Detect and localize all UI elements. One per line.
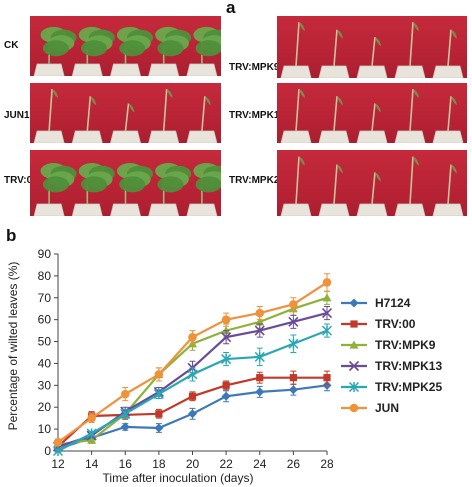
data-point bbox=[256, 374, 264, 382]
x-tick-label: 18 bbox=[152, 457, 166, 471]
photo-label-ck: CK bbox=[4, 40, 19, 51]
data-point bbox=[221, 315, 231, 324]
legend-label: TRV:MPK25 bbox=[375, 380, 442, 394]
legend-item: JUN bbox=[341, 401, 399, 415]
data-point bbox=[52, 445, 64, 457]
legend-label: JUN bbox=[375, 401, 399, 415]
photo-trv-mpk25 bbox=[277, 150, 467, 216]
data-point bbox=[221, 332, 232, 343]
y-tick-label: 90 bbox=[38, 247, 52, 261]
legend-label: TRV:MPK13 bbox=[375, 359, 442, 373]
data-point bbox=[222, 381, 230, 389]
data-point bbox=[322, 380, 332, 390]
data-point bbox=[154, 423, 164, 433]
data-point bbox=[188, 409, 197, 419]
photo-ck bbox=[30, 16, 221, 76]
data-point bbox=[120, 389, 130, 399]
data-point bbox=[155, 410, 163, 418]
y-tick-label: 60 bbox=[38, 313, 52, 327]
photo-trv00 bbox=[30, 150, 221, 216]
photo-label-trv-mpk25: TRV:MPK25 bbox=[229, 175, 285, 186]
photo-label-trv00: TRV:00 bbox=[4, 175, 38, 186]
panel-a-letter: a bbox=[226, 0, 236, 17]
y-tick-label: 80 bbox=[38, 269, 52, 283]
data-point bbox=[288, 316, 299, 327]
y-tick-label: 30 bbox=[38, 378, 52, 392]
y-tick-label: 70 bbox=[38, 291, 52, 305]
data-point bbox=[153, 389, 164, 400]
data-point bbox=[254, 351, 265, 362]
legend-label: TRV:MPK9 bbox=[375, 338, 436, 352]
data-point bbox=[188, 392, 197, 400]
y-tick-label: 50 bbox=[38, 335, 52, 349]
x-tick-label: 12 bbox=[51, 457, 65, 471]
legend-marker bbox=[349, 298, 359, 308]
data-point bbox=[87, 413, 96, 423]
x-tick-label: 22 bbox=[219, 457, 233, 471]
data-point bbox=[53, 437, 63, 447]
data-point bbox=[188, 332, 197, 342]
data-point bbox=[221, 391, 231, 401]
legend-marker bbox=[350, 320, 358, 328]
y-tick-label: 20 bbox=[38, 400, 52, 414]
data-point bbox=[322, 293, 332, 302]
data-point bbox=[323, 374, 331, 382]
legend-item: TRV:MPK13 bbox=[341, 359, 442, 373]
x-tick-label: 20 bbox=[186, 457, 200, 471]
x-tick-label: 24 bbox=[253, 457, 267, 471]
x-tick-label: 28 bbox=[320, 457, 334, 471]
legend-item: TRV:MPK9 bbox=[341, 338, 436, 352]
legend-label: TRV:00 bbox=[375, 317, 416, 331]
photo-label-jun1: JUN1 bbox=[4, 110, 30, 121]
data-point bbox=[255, 317, 265, 326]
panel-b-letter: b bbox=[6, 226, 17, 245]
data-point bbox=[288, 338, 299, 349]
y-tick-label: 0 bbox=[44, 444, 51, 458]
legend-item: TRV:MPK25 bbox=[341, 380, 442, 394]
data-point bbox=[255, 308, 265, 318]
x-tick-label: 16 bbox=[119, 457, 133, 471]
data-point bbox=[288, 385, 298, 395]
data-point bbox=[321, 325, 333, 336]
y-axis-label: Percentage of wilted leaves (%) bbox=[6, 262, 20, 431]
x-axis-label: Time after inoculation (days) bbox=[103, 471, 254, 485]
legend-marker bbox=[349, 403, 359, 413]
photo-label-trv-mpk9: TRV:MPK9 bbox=[229, 62, 280, 73]
legend-item: TRV:00 bbox=[341, 317, 416, 331]
legend-marker bbox=[349, 340, 359, 349]
data-point bbox=[120, 422, 130, 432]
data-point bbox=[254, 325, 265, 336]
data-point bbox=[289, 374, 297, 382]
data-point bbox=[321, 308, 333, 319]
series-trv-mpk25 bbox=[52, 323, 333, 457]
y-tick-label: 10 bbox=[38, 422, 52, 436]
data-point bbox=[187, 369, 198, 380]
x-tick-label: 26 bbox=[287, 457, 301, 471]
data-point bbox=[255, 387, 265, 397]
legend-item: H7124 bbox=[341, 296, 411, 310]
data-point bbox=[86, 428, 97, 439]
wilting-line-chart: Percentage of wilted leaves (%) Time aft… bbox=[6, 247, 442, 485]
x-tick-label: 14 bbox=[85, 457, 99, 471]
photo-trv-mpk9 bbox=[277, 16, 467, 78]
data-point bbox=[289, 300, 298, 309]
data-point bbox=[154, 370, 164, 379]
data-point bbox=[87, 435, 97, 444]
y-tick-label: 40 bbox=[38, 356, 52, 370]
data-point bbox=[322, 278, 332, 287]
series-jun bbox=[53, 273, 332, 447]
data-point bbox=[120, 408, 131, 419]
photo-label-trv-mpk13: TRV:MPK13 bbox=[229, 110, 285, 121]
legend-marker bbox=[348, 381, 360, 393]
photo-trv-mpk13 bbox=[277, 83, 467, 143]
legend-marker bbox=[348, 360, 360, 372]
data-point bbox=[221, 354, 232, 365]
legend-label: H7124 bbox=[375, 296, 411, 310]
photo-jun1 bbox=[30, 83, 221, 143]
